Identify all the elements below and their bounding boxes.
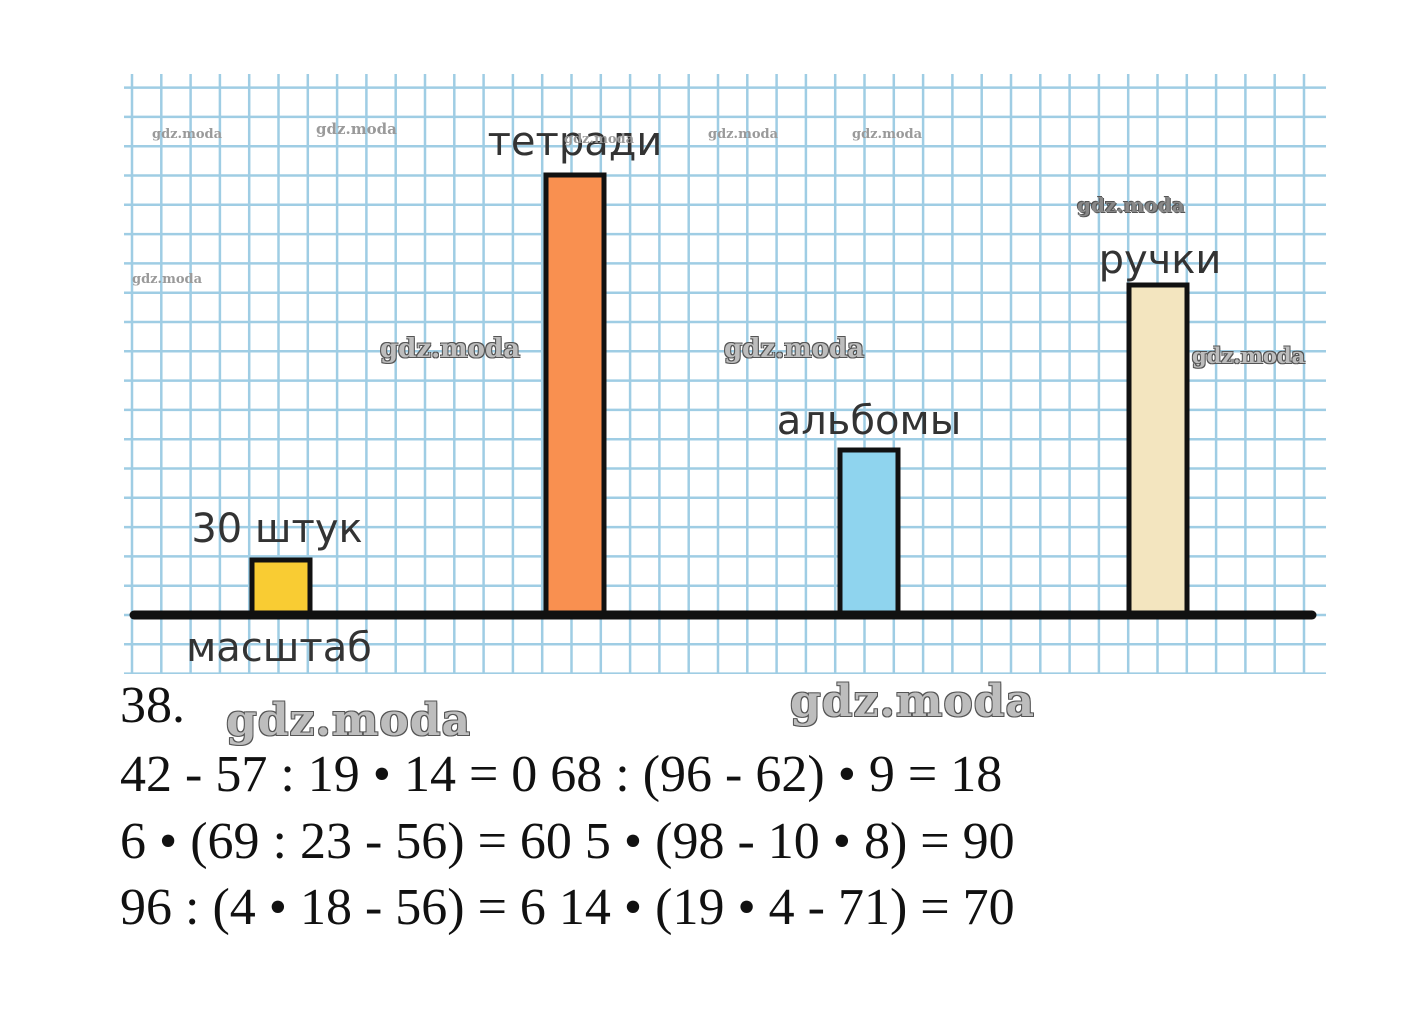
watermark: gdz.moda	[1192, 343, 1306, 368]
watermark: gdz.moda	[316, 120, 397, 138]
equation-line-3: 96 : (4 • 18 - 56) = 6 14 • (19 • 4 - 71…	[120, 879, 1015, 936]
bar-label: тетради	[488, 119, 663, 165]
bar-label: альбомы	[777, 398, 962, 444]
bar-category-3	[1126, 282, 1190, 618]
watermark: gdz.moda	[724, 334, 865, 364]
watermark: gdz.moda	[790, 676, 1036, 727]
equation-line-1: 42 - 57 : 19 • 14 = 0 68 : (96 - 62) • 9…	[120, 746, 1003, 803]
watermark: gdz.moda	[380, 334, 521, 364]
bar-category-1	[543, 172, 607, 618]
bar-category-2	[837, 447, 901, 618]
watermark: gdz.moda	[1077, 193, 1185, 217]
scale-value-label: 30 штук	[191, 506, 362, 552]
bar-scale	[249, 557, 313, 618]
bar-chart: тетради альбомы ручки 30 штук масштаб	[124, 74, 1326, 674]
scale-label: масштаб	[186, 625, 372, 671]
watermark: gdz.moda	[708, 127, 779, 142]
watermark: gdz.moda	[564, 132, 635, 147]
bar-label: ручки	[1099, 237, 1222, 283]
grid-background	[124, 74, 1326, 674]
task-number: 38.	[120, 677, 185, 734]
watermark: gdz.moda	[152, 127, 223, 142]
chart-canvas: тетради альбомы ручки 30 штук масштаб	[124, 74, 1326, 674]
watermark: gdz.moda	[226, 695, 472, 746]
watermark: gdz.moda	[852, 127, 923, 142]
equation-line-2: 6 • (69 : 23 - 56) = 60 5 • (98 - 10 • 8…	[120, 813, 1015, 870]
watermark: gdz.moda	[132, 272, 203, 287]
